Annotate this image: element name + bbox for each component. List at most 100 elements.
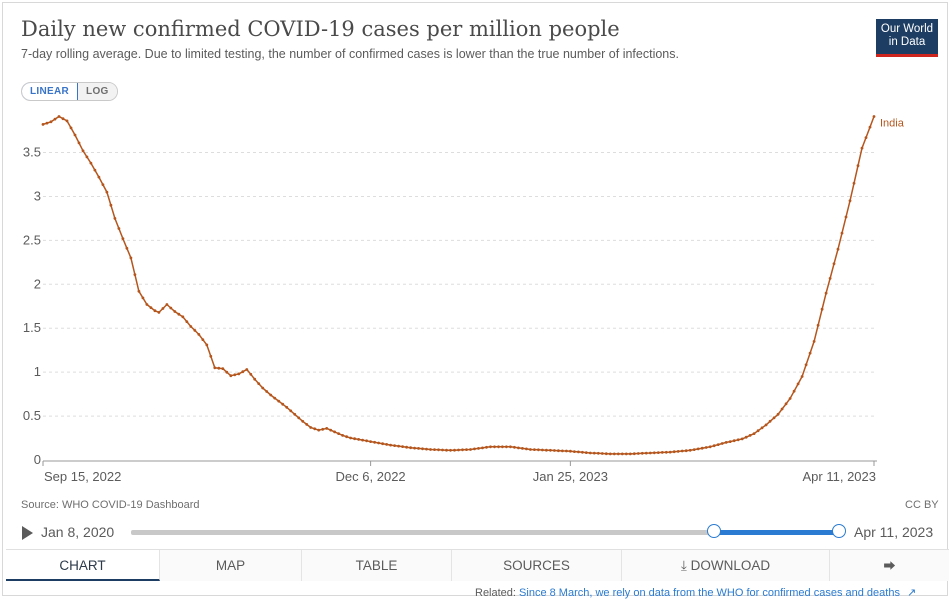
timeline[interactable]: Jan 8, 2020 Apr 11, 2023 [3,520,949,546]
license-label[interactable]: CC BY [905,499,939,511]
data-point [325,427,329,430]
data-point [612,452,616,456]
data-point [73,133,77,137]
data-point [409,446,412,450]
data-point [101,183,105,187]
data-point [752,432,756,435]
data-point [764,423,768,427]
x-tick-label: Dec 6, 2022 [336,469,406,484]
play-icon[interactable] [22,526,33,540]
data-point [149,306,153,309]
data-point [341,434,344,437]
data-point [357,438,360,441]
timeline-selected-range[interactable] [713,530,839,535]
tab-download[interactable]: ⤓ DOWNLOAD [622,550,830,581]
data-point [81,149,85,153]
data-point [437,448,440,452]
data-point [201,338,205,341]
data-point [93,168,97,172]
data-point [445,448,448,452]
data-point [684,449,688,453]
data-point [65,119,69,123]
timeline-end-label: Apr 11, 2023 [854,524,934,540]
data-point [724,441,728,444]
data-point [668,450,672,454]
data-point [608,452,612,456]
linear-scale-button[interactable]: LINEAR [21,83,79,100]
data-point [189,325,193,328]
data-point [461,448,464,452]
data-point [525,447,528,451]
data-point [561,449,564,453]
data-point [728,440,732,443]
related-prefix: Related: [475,587,516,599]
data-point [309,426,313,429]
data-point [485,445,488,449]
tab-table[interactable]: TABLE [302,550,452,581]
tab-chart[interactable]: CHART [6,550,160,581]
data-point [177,312,181,316]
data-point [273,396,277,400]
data-point [509,445,512,449]
data-point [469,448,472,451]
source-note[interactable]: Source: WHO COVID-19 Dashboard [21,499,200,511]
data-point [856,164,860,168]
data-point [868,125,872,129]
tab-download-label: DOWNLOAD [690,558,771,573]
data-point [780,407,784,411]
data-point [413,446,416,450]
y-tick-label: 3.5 [23,145,41,160]
line-chart[interactable]: 0 0.5 1 1.5 2 2.5 3 3.5 Sep 15, 2022 Dec 6, 2022 J… [3,3,947,503]
data-point [732,439,736,443]
data-point [577,450,580,454]
data-point [644,451,648,455]
data-point [549,448,552,452]
data-point [628,452,632,456]
x-tick-label: Sep 15, 2022 [44,469,121,484]
tab-map[interactable]: MAP [160,550,302,581]
data-point [477,447,480,450]
logo-accent-bar [876,54,938,57]
external-link-icon[interactable]: ↗ [907,587,917,599]
data-point [545,448,548,452]
data-point [796,382,800,386]
timeline-track[interactable] [131,530,839,535]
data-point [329,428,333,432]
data-point [457,448,460,452]
timeline-end-handle[interactable] [832,524,846,538]
data-point [197,333,201,336]
data-point [449,448,452,452]
series-label-india: India [880,118,905,130]
share-button[interactable]: ⮕ [830,550,949,581]
data-point [816,323,820,327]
data-point [768,419,772,423]
data-point [664,450,668,454]
tab-sources[interactable]: SOURCES [452,550,622,581]
data-point [497,445,500,449]
scale-toggle[interactable]: LINEAR LOG [21,82,118,101]
log-scale-button[interactable]: LOG [78,83,117,100]
data-point [736,438,740,442]
data-point [209,354,213,358]
data-point [109,203,113,207]
data-point [756,429,760,433]
owid-logo[interactable]: Our World in Data [876,19,938,57]
data-point [77,141,81,145]
data-point [293,412,297,416]
data-point [600,452,604,455]
data-point [317,428,321,432]
data-point [69,126,73,130]
view-tabs: CHART MAP TABLE SOURCES ⤓ DOWNLOAD ⮕ [6,549,949,581]
related-link[interactable]: Since 8 March, we rely on data from the … [519,587,900,599]
data-point [97,175,101,179]
data-point [385,443,388,446]
data-point [269,393,273,397]
logo-line1: Our World [880,23,934,35]
timeline-start-handle[interactable] [706,524,721,538]
data-point [489,445,492,449]
data-point [860,146,864,150]
data-point [57,115,61,118]
data-point [788,397,792,400]
timeline-start-label: Jan 8, 2020 [41,524,115,540]
data-point [588,451,592,455]
